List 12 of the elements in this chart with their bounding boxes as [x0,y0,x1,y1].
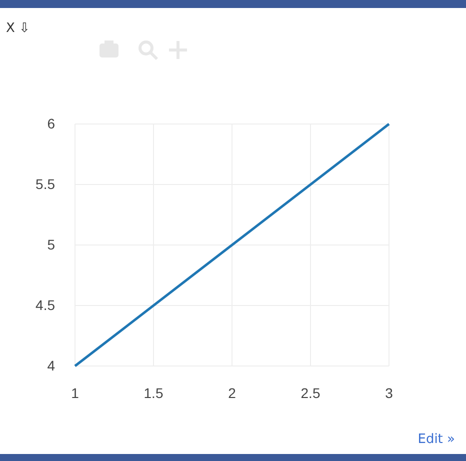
x-tick-label: 2.5 [300,384,320,401]
x-tick-label: 1 [71,384,80,401]
text: X ⇩ [6,21,30,36]
text: Edit » [418,432,455,447]
x-tick-label: 1.5 [144,384,164,401]
y-tick-label: 6 [47,115,56,132]
y-tick-label: 5.5 [36,176,56,192]
x-tick-label: 2 [228,384,236,401]
y-tick-label: 5 [47,236,56,252]
y-tick-label: 4.5 [36,296,56,313]
y-tick-label: 4 [47,357,56,374]
x-tick-label: 3 [385,384,394,401]
